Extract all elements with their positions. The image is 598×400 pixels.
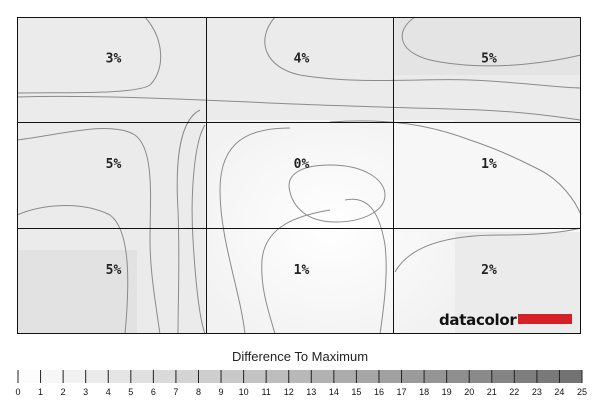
contour-line xyxy=(261,209,331,335)
scale-tick-label: 6 xyxy=(151,387,156,397)
cell-value-label: 1% xyxy=(294,263,310,278)
scale-tick-label: 14 xyxy=(329,387,339,397)
scale-swatch xyxy=(63,370,86,383)
scale-tick-labels: 0 1 2 3 4 5 6 7 8 9 10 11 12 13 14 15 16 17 18 19 20 21 22 23 24… xyxy=(15,387,587,397)
contour-line xyxy=(191,124,206,335)
contour-line xyxy=(219,127,291,335)
cell-labels: 3% 4% 5% 5% 0% 1% 5% 1% 2% xyxy=(106,52,497,279)
scale-tick-label: 17 xyxy=(397,387,407,397)
scale-tick-label: 13 xyxy=(306,387,316,397)
scale-tick-label: 21 xyxy=(487,387,497,397)
cell-value-label: 2% xyxy=(481,263,497,278)
scale-swatch xyxy=(536,370,560,383)
scale-swatch xyxy=(424,370,447,383)
heatmap-plot: 3% 4% 5% 5% 0% 1% 5% 1% 2% datacolor xyxy=(16,16,582,335)
scale-tick-label: 3 xyxy=(83,387,88,397)
scale-tick-label: 16 xyxy=(374,387,384,397)
scale-tick-label: 11 xyxy=(261,387,270,397)
scale-swatch xyxy=(108,370,131,383)
contour-line xyxy=(176,109,201,335)
scale-swatch xyxy=(514,370,537,383)
scale-swatch xyxy=(40,370,64,383)
scale-swatch xyxy=(356,370,379,383)
scale-swatch xyxy=(446,370,470,383)
scale-legend: Difference To Maximum 0 1 2 3 4 5 6 7 8 9 10 11 12 13… xyxy=(15,349,587,397)
cell-value-label: 0% xyxy=(294,157,310,172)
scale-tick-label: 23 xyxy=(532,387,542,397)
scale-swatches xyxy=(17,370,583,383)
heatmap-shade-bottomleft xyxy=(17,250,137,334)
cell-value-label: 3% xyxy=(106,52,122,67)
scale-swatch xyxy=(378,370,402,383)
contour-line xyxy=(16,205,129,335)
scale-tick-label: 18 xyxy=(419,387,429,397)
scale-swatch xyxy=(221,370,244,383)
scale-title: Difference To Maximum xyxy=(232,349,368,364)
scale-swatch xyxy=(559,370,582,383)
scale-tick-label: 25 xyxy=(577,387,587,397)
scale-tick-label: 19 xyxy=(442,387,452,397)
contour-lines xyxy=(16,16,582,335)
datacolor-logo: datacolor xyxy=(439,311,572,329)
scale-tick-label: 24 xyxy=(554,387,564,397)
scale-tick-label: 20 xyxy=(464,387,474,397)
scale-tick-label: 10 xyxy=(239,387,249,397)
contour-line xyxy=(394,227,582,273)
scale-tick-label: 9 xyxy=(219,387,224,397)
cell-value-label: 5% xyxy=(106,263,122,278)
scale-swatch xyxy=(266,370,289,383)
contour-line xyxy=(16,95,582,121)
logo-accent-bar xyxy=(518,314,572,324)
scale-tick-label: 12 xyxy=(284,387,294,397)
scale-swatch xyxy=(175,370,199,383)
scale-tick-label: 15 xyxy=(351,387,361,397)
heatmap-shade-right xyxy=(395,122,581,232)
scale-swatch xyxy=(333,370,357,383)
cell-value-label: 1% xyxy=(481,157,497,172)
scale-tick-label: 2 xyxy=(61,387,66,397)
scale-tick-label: 7 xyxy=(173,387,178,397)
scale-tick-label: 0 xyxy=(15,387,20,397)
scale-tick-label: 1 xyxy=(38,387,43,397)
scale-swatch xyxy=(85,370,109,383)
scale-swatch xyxy=(18,370,41,383)
logo-text: datacolor xyxy=(439,311,517,329)
contour-line xyxy=(344,198,387,335)
contour-line xyxy=(16,128,161,335)
scale-swatch xyxy=(198,370,222,383)
scale-tick-label: 5 xyxy=(128,387,133,397)
scale-swatch xyxy=(243,370,267,383)
heatmap-border xyxy=(17,17,581,334)
scale-swatch xyxy=(130,370,154,383)
contour-line xyxy=(401,16,582,67)
scale-swatch xyxy=(491,370,515,383)
scale-swatch xyxy=(401,370,425,383)
scale-swatch xyxy=(288,370,312,383)
scale-swatch xyxy=(311,370,334,383)
cell-value-label: 5% xyxy=(481,52,497,67)
scale-tick-label: 22 xyxy=(509,387,519,397)
contour-line xyxy=(288,164,386,223)
heatmap-shade-topright xyxy=(395,17,581,75)
grid-lines xyxy=(17,17,581,334)
scale-swatch xyxy=(469,370,492,383)
scale-tick-label: 8 xyxy=(196,387,201,397)
contour-line xyxy=(16,16,162,94)
cell-value-label: 4% xyxy=(294,52,310,67)
contour-line xyxy=(264,16,582,89)
scale-swatch xyxy=(153,370,176,383)
cell-value-label: 5% xyxy=(106,157,122,172)
scale-tick-label: 4 xyxy=(106,387,111,397)
